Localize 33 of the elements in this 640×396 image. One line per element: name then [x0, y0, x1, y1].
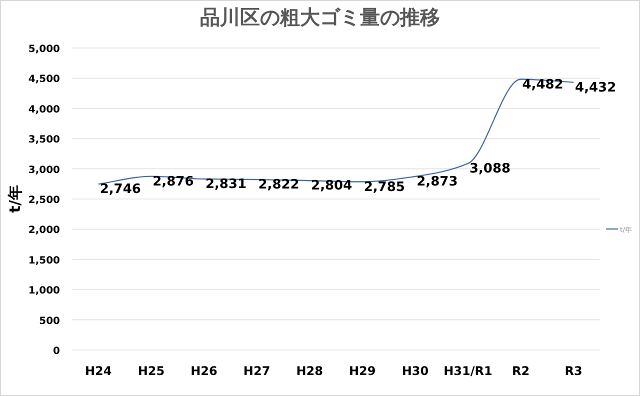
x-tick-label: H30 — [402, 364, 429, 378]
chart-title: 品川区の粗大ゴミ量の推移 — [200, 5, 440, 29]
x-tick-label: H24 — [85, 364, 112, 378]
y-tick-label: 5,000 — [28, 44, 60, 55]
x-tick-label: H26 — [190, 364, 218, 378]
data-label: 2,746 — [100, 182, 141, 198]
y-axis-title: t/年 — [6, 185, 24, 213]
x-tick-label: H25 — [138, 364, 165, 378]
x-tick-label: H29 — [349, 364, 376, 378]
x-tick-label: R3 — [564, 364, 582, 378]
x-tick-label: H31/R1 — [444, 364, 492, 378]
data-label: 4,482 — [522, 77, 564, 92]
y-tick-label: 3,000 — [28, 164, 60, 176]
y-tick-label: 500 — [39, 316, 60, 327]
y-tick-label: 4,500 — [28, 74, 60, 86]
data-label: 2,804 — [311, 178, 352, 194]
data-label: 3,088 — [469, 161, 511, 176]
y-tick-label: 1,000 — [28, 286, 60, 297]
y-tick-label: 0 — [53, 346, 60, 357]
data-label: 2,822 — [258, 178, 300, 193]
data-label: 2,831 — [205, 177, 247, 192]
x-tick-label: H28 — [296, 364, 323, 378]
x-tick-label: R2 — [512, 364, 530, 378]
data-label: 2,785 — [364, 180, 405, 195]
y-tick-label: 1,500 — [28, 255, 60, 266]
x-tick-label: H27 — [243, 364, 270, 378]
y-tick-label: 2,500 — [28, 195, 60, 206]
data-label: 2,876 — [152, 174, 194, 190]
data-label: 2,873 — [416, 174, 458, 190]
y-tick-label: 3,500 — [28, 134, 60, 146]
y-tick-label: 4,000 — [28, 104, 60, 116]
data-label: 4,432 — [575, 80, 616, 96]
y-tick-label: 2,000 — [28, 225, 60, 236]
